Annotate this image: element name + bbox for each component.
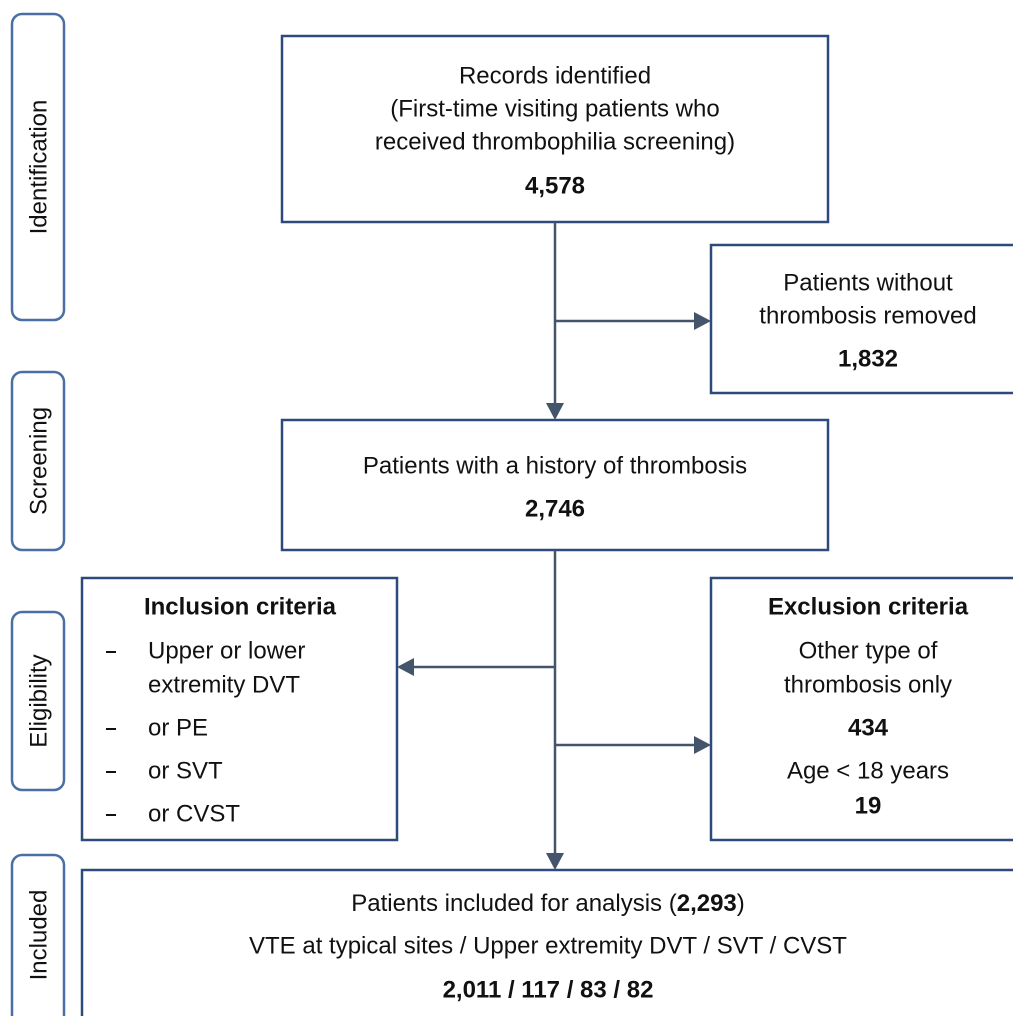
box-text: Patients included for analysis (2,293) [351,890,745,917]
box-text: Patients without [783,269,953,296]
stage-tab [10,370,66,552]
list-item: or PE [148,714,208,741]
stage-tab [10,853,66,1016]
box [280,418,830,552]
stage-tab [10,12,66,322]
count: 2,293 [677,890,737,917]
box-text: thrombosis removed [759,302,976,329]
text: ) [737,890,745,917]
count: 1,832 [838,345,898,372]
box-text: Other type of [799,637,938,664]
box [80,868,1013,1016]
count: 2,011 / 117 / 83 / 82 [443,976,654,1003]
stage-label: Eligibility [25,654,52,747]
box-title: Exclusion criteria [768,593,969,620]
box-text: Patients with a history of thrombosis [363,452,747,479]
list-item: or CVST [148,800,240,827]
box-title: Inclusion criteria [144,593,337,620]
text: Patients included for analysis ( [351,890,677,917]
box-text: thrombosis only [784,671,952,698]
list-item: extremity DVT [148,671,300,698]
count: 4,578 [525,172,585,199]
stage-label: Included [25,890,52,981]
box-text: received thrombophilia screening) [375,128,735,155]
box [709,576,1013,842]
stage-tab [10,610,66,792]
stage-label: Screening [25,407,52,515]
box [80,576,399,842]
dashes [106,651,116,816]
stage-label: Identification [25,100,52,235]
count: 2,746 [525,495,585,522]
list-item: or SVT [148,757,223,784]
box-text: VTE at typical sites / Upper extremity D… [249,932,847,959]
list-item: Upper or lower [148,637,305,664]
box [280,34,830,224]
box [709,243,1013,395]
box-text: Records identified [459,62,651,89]
box-text: (First-time visiting patients who [390,95,719,122]
count: 434 [848,714,889,741]
box-text: Age < 18 years [787,757,949,784]
arrows [397,222,711,870]
count: 19 [855,792,882,819]
